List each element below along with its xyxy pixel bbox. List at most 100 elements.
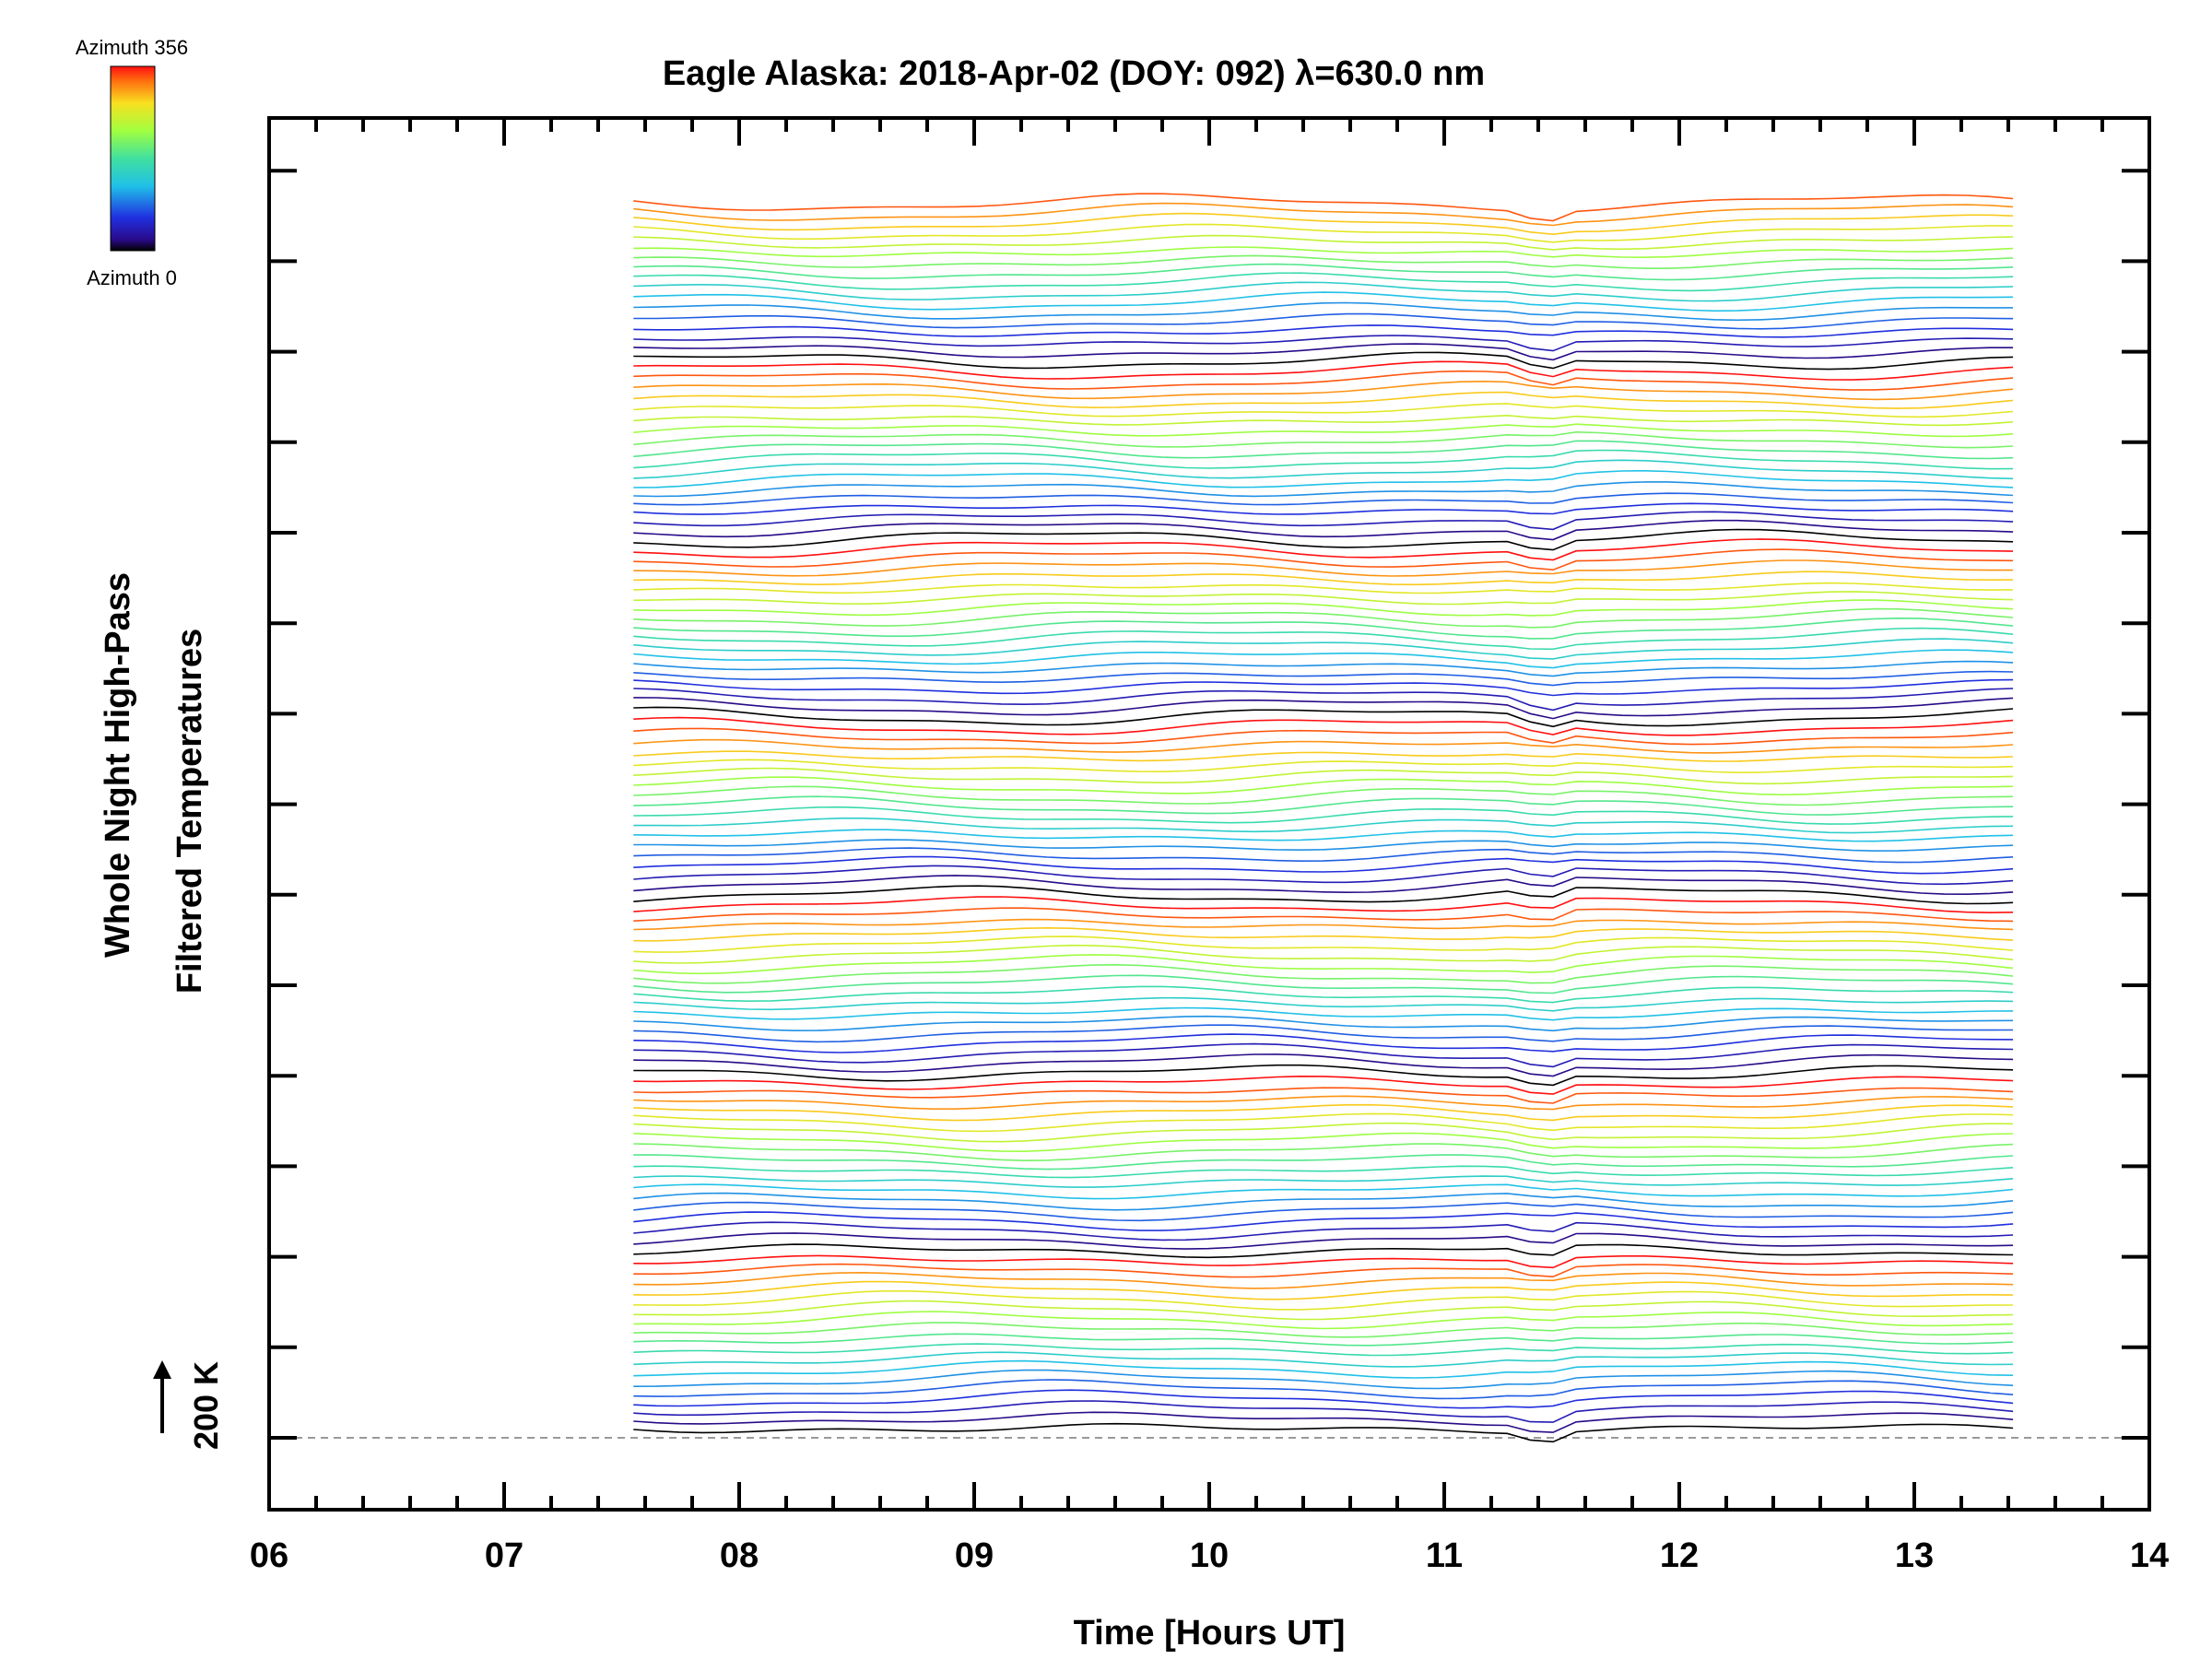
temperature-trace — [633, 697, 2014, 720]
temperature-trace — [633, 1042, 2014, 1068]
x-tick-label: 10 — [1190, 1536, 1229, 1575]
temperature-trace — [633, 511, 2014, 531]
temperature-trace — [633, 459, 2014, 480]
temperature-trace — [633, 996, 2014, 1012]
x-tick-label: 09 — [955, 1536, 994, 1575]
temperature-trace — [633, 1075, 2014, 1095]
y-axis-label-line2: Filtered Temperatures — [171, 629, 209, 994]
temperature-trace — [633, 263, 2014, 281]
temperature-trace — [633, 1379, 2014, 1400]
temperature-trace — [633, 403, 2014, 418]
temperature-trace — [633, 806, 2014, 825]
temperature-trace — [633, 818, 2014, 834]
temperature-trace — [633, 1271, 2014, 1289]
temperature-trace — [633, 688, 2014, 712]
temperature-trace — [633, 607, 2014, 629]
colorbar-top-label: Azimuth 356 — [76, 36, 188, 59]
temperature-trace — [633, 430, 2014, 449]
x-tick-label: 06 — [250, 1536, 288, 1575]
temperature-trace — [633, 1192, 2014, 1211]
temperature-trace — [633, 738, 2014, 754]
temperature-trace — [633, 1411, 2014, 1433]
x-tick-label: 07 — [485, 1536, 524, 1575]
temperature-trace — [633, 391, 2014, 409]
temperature-trace — [633, 1400, 2014, 1423]
temperature-trace — [633, 324, 2014, 338]
temperature-trace — [633, 370, 2014, 391]
temperature-trace — [633, 519, 2014, 541]
temperature-trace — [633, 1064, 2014, 1087]
temperature-trace — [633, 440, 2014, 460]
temperature-trace — [633, 599, 2014, 617]
temperature-trace — [633, 1112, 2014, 1133]
temperature-trace — [633, 281, 2014, 302]
x-axis-label: Time [Hours UT] — [1074, 1614, 1346, 1653]
temperature-trace — [633, 335, 2014, 352]
temperature-trace — [633, 750, 2014, 762]
temperature-trace — [633, 582, 2014, 594]
temperature-trace — [633, 591, 2014, 606]
temperature-trace — [633, 246, 2014, 259]
temperature-trace — [633, 1201, 2014, 1222]
scale-bar-label: 200 K — [187, 1361, 225, 1450]
temperature-trace — [633, 1369, 2014, 1390]
temperature-trace — [633, 926, 2014, 942]
temperature-trace — [633, 944, 2014, 964]
temperature-trace — [633, 885, 2014, 905]
temperature-trace — [633, 1254, 2014, 1269]
temperature-trace — [633, 974, 2014, 994]
temperature-trace — [633, 716, 2014, 736]
temperature-trace — [633, 1351, 2014, 1368]
temperature-trace — [633, 1024, 2014, 1043]
temperature-trace — [633, 492, 2014, 506]
x-tick-label: 12 — [1660, 1536, 1699, 1575]
temperature-trace — [633, 1033, 2014, 1053]
temperature-trace — [633, 865, 2014, 886]
temperature-trace — [633, 1221, 2014, 1241]
temperature-trace — [633, 193, 2014, 222]
scale-bar-arrowhead — [153, 1360, 171, 1379]
temperature-trace — [633, 1006, 2014, 1021]
temperature-trace — [633, 291, 2014, 312]
scale-bar: 200 K — [153, 1360, 225, 1450]
tick-group — [267, 118, 2151, 1510]
temperature-trace — [633, 1154, 2014, 1171]
temperature-trace — [633, 795, 2014, 816]
temperature-trace — [633, 1053, 2014, 1077]
x-tick-label: 13 — [1895, 1536, 1934, 1575]
temperature-trace — [633, 1143, 2014, 1162]
temperature-trace — [633, 1165, 2014, 1179]
colorbar-gradient — [110, 65, 156, 252]
x-tick-label: 11 — [1426, 1536, 1463, 1575]
temperature-trace — [633, 351, 2014, 371]
temperature-trace — [633, 1343, 2014, 1357]
temperature-trace — [633, 1122, 2014, 1143]
temperature-trace — [633, 1211, 2014, 1231]
temperature-trace — [633, 727, 2014, 746]
x-tick-label: 08 — [720, 1536, 759, 1575]
temperature-trace — [633, 776, 2014, 796]
temperature-trace — [633, 678, 2014, 697]
temperature-trace — [633, 202, 2014, 227]
temperature-trace — [633, 1300, 2014, 1321]
temperature-trace — [633, 212, 2014, 236]
temperature-trace — [633, 1422, 2014, 1443]
temperature-trace — [633, 502, 2014, 515]
temperature-trace — [633, 528, 2014, 551]
y-axis-label-line1: Whole Night High-Pass — [99, 572, 137, 958]
temperature-trace — [633, 1263, 2014, 1278]
colorbar-bottom-label: Azimuth 0 — [87, 266, 177, 289]
temperature-trace — [633, 963, 2014, 984]
temperature-trace — [633, 1322, 2014, 1338]
temperature-trace — [633, 896, 2014, 914]
temperature-trace — [633, 985, 2014, 1004]
temperature-trace — [633, 1015, 2014, 1032]
temperature-trace — [633, 343, 2014, 361]
temperature-trace — [633, 1103, 2014, 1122]
temperature-trace — [633, 223, 2014, 243]
temperature-trace — [633, 301, 2014, 322]
temperature-trace — [633, 875, 2014, 896]
temperature-trace — [633, 785, 2014, 806]
temperature-trace — [633, 571, 2014, 586]
